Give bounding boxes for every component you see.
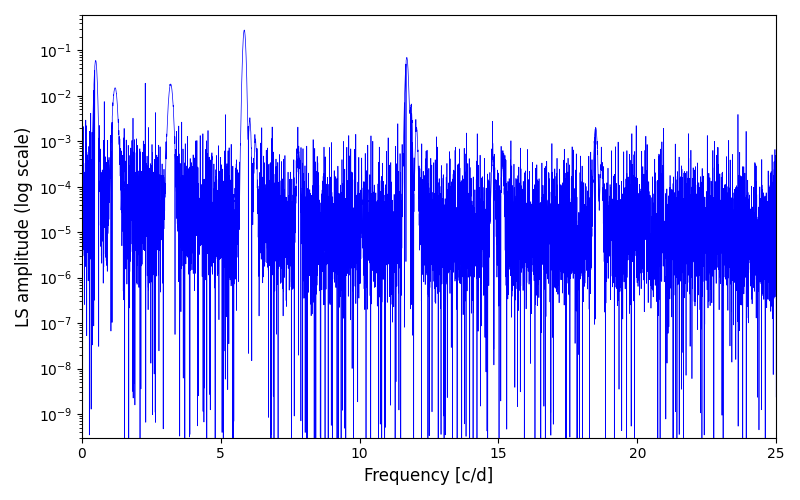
- X-axis label: Frequency [c/d]: Frequency [c/d]: [364, 467, 494, 485]
- Y-axis label: LS amplitude (log scale): LS amplitude (log scale): [15, 126, 33, 326]
